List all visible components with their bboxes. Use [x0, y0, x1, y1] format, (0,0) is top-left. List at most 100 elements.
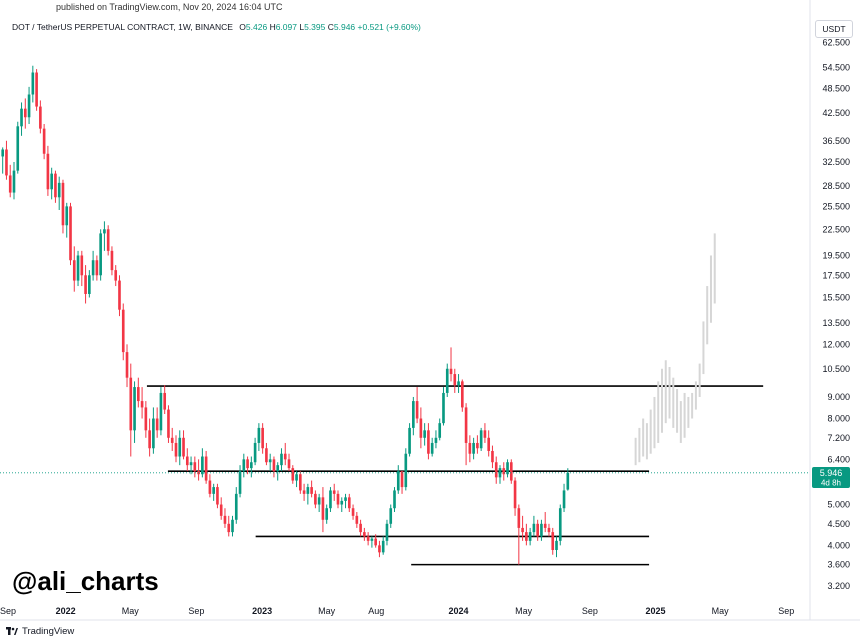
candle-body: [370, 538, 374, 541]
open-value: 5.426: [245, 22, 268, 32]
currency-selector[interactable]: USDT: [815, 20, 853, 38]
candle: [415, 387, 419, 424]
price-tick-label: 15.500: [822, 292, 850, 302]
candle-body: [178, 437, 182, 457]
tradingview-logo[interactable]: TradingView: [6, 626, 74, 637]
candle-body: [208, 480, 212, 494]
candle: [182, 430, 185, 460]
candle: [167, 405, 170, 443]
candle: [50, 167, 53, 200]
candle: [423, 423, 426, 446]
price-tag-bg: [812, 467, 850, 488]
candle: [201, 448, 204, 478]
candle: [442, 387, 445, 426]
candle-body: [39, 106, 42, 129]
candle: [487, 430, 491, 457]
low-value: 5.395: [304, 22, 326, 32]
candle: [61, 179, 65, 234]
time-tick-label: 2024: [449, 606, 469, 616]
candle: [197, 459, 200, 481]
candle-body: [509, 462, 513, 481]
candle: [185, 448, 189, 472]
candle-body: [299, 474, 302, 491]
candle: [110, 246, 114, 276]
candle: [321, 487, 325, 533]
candle: [438, 418, 442, 441]
candle-body: [65, 206, 69, 226]
candle-body: [532, 523, 536, 533]
tradingview-logo-icon: [6, 627, 18, 636]
change-value: +0.521 (+9.60%): [357, 22, 421, 32]
candle-body: [536, 523, 539, 537]
open-label: O: [239, 22, 246, 32]
price-axis[interactable]: 62.500 54.500 48.500 42.500 36.500 32.500 28.5…: [822, 37, 850, 591]
candle: [558, 504, 562, 546]
candle: [103, 221, 106, 251]
time-axis[interactable]: Sep 2022 May Sep 2023 May Aug 2024 May Sep 2025 May…: [0, 606, 794, 616]
price-tick-label: 9.000: [827, 392, 850, 402]
candle-body: [287, 459, 291, 469]
candle-body: [57, 182, 61, 198]
time-tick-label: 2022: [56, 606, 76, 616]
projection-bar: [664, 360, 667, 424]
candle: [99, 229, 102, 281]
candle: [39, 100, 42, 134]
candle: [170, 427, 174, 451]
candle: [118, 275, 121, 317]
candle: [208, 474, 212, 498]
candle: [317, 493, 321, 512]
candle-body: [280, 453, 283, 466]
candle: [374, 534, 377, 548]
candle: [562, 483, 566, 512]
candle-body: [27, 94, 31, 118]
candle: [125, 344, 129, 388]
candle-body: [400, 471, 404, 488]
candle-body: [242, 459, 246, 472]
price-tick-label: 3.600: [827, 560, 850, 570]
candle-body: [193, 462, 197, 472]
candle-body: [257, 427, 261, 443]
candle-body: [227, 523, 231, 533]
candle: [453, 368, 457, 393]
price-tick-label: 28.500: [822, 181, 850, 191]
candle: [479, 427, 483, 451]
candle-body: [310, 487, 313, 494]
candle-body: [347, 497, 351, 509]
candle-body: [54, 173, 57, 198]
candle-body: [479, 430, 483, 449]
candle-body: [121, 309, 125, 353]
time-tick-label: Aug: [368, 606, 384, 616]
candle: [155, 407, 159, 438]
candle: [5, 140, 8, 180]
candle: [513, 477, 517, 516]
candle: [536, 519, 539, 541]
price-tick-label: 7.200: [827, 433, 850, 443]
projection-bar: [672, 377, 675, 428]
candle-body: [231, 519, 234, 533]
projection-bar: [694, 381, 697, 410]
candle: [370, 536, 374, 548]
candle-body: [88, 275, 91, 294]
candle: [242, 453, 246, 478]
time-tick-label: May: [712, 606, 730, 616]
candle-body: [283, 453, 287, 460]
price-tick-label: 19.500: [822, 250, 850, 260]
candle-body: [76, 255, 80, 281]
candle: [189, 456, 193, 475]
close-value: 5.946: [333, 22, 356, 32]
candle: [378, 540, 381, 558]
candle-body: [118, 280, 121, 310]
symbol-title[interactable]: DOT / TetherUS PERPETUAL CONTRACT, 1W, B…: [12, 22, 233, 32]
candle: [268, 453, 272, 472]
time-tick-label: Sep: [0, 606, 16, 616]
price-tick-label: 62.500: [822, 37, 850, 47]
candle-body: [20, 108, 23, 127]
candle-body: [472, 442, 475, 454]
candle-body: [378, 545, 381, 553]
candle: [65, 202, 69, 238]
candle-body: [106, 229, 110, 251]
candle-body: [525, 532, 528, 541]
candle-body: [491, 450, 494, 463]
candle: [42, 124, 46, 160]
